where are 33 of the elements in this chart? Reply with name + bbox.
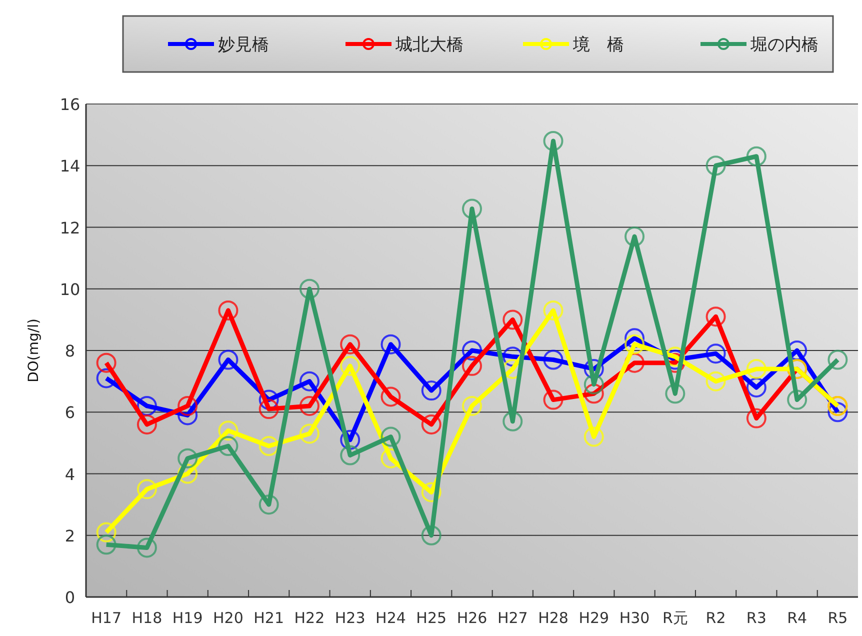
x-tick-label: R元 <box>662 609 688 627</box>
y-tick-label: 16 <box>60 95 80 114</box>
x-tick-label: H20 <box>213 609 244 627</box>
y-tick-label: 14 <box>60 156 80 176</box>
y-tick-label: 2 <box>64 526 76 546</box>
x-tick-label: H27 <box>497 609 528 627</box>
x-tick-label: H24 <box>376 609 406 627</box>
y-tick-label: 6 <box>64 403 76 422</box>
x-tick-label: H18 <box>132 609 162 627</box>
x-tick-label: H30 <box>619 609 650 627</box>
y-tick-label: 4 <box>64 464 76 484</box>
legend-label: 境 橋 <box>572 35 624 55</box>
x-tick-label: H29 <box>578 609 610 627</box>
x-tick-label: H28 <box>538 609 568 627</box>
x-tick-label: H23 <box>334 609 366 627</box>
legend-label: 堀の内橋 <box>750 35 818 55</box>
x-tick-label: H26 <box>456 609 488 627</box>
y-tick-label: 12 <box>60 218 80 238</box>
y-tick-label: 0 <box>64 588 76 607</box>
y-tick-label: 10 <box>60 280 80 299</box>
x-tick-label: H19 <box>172 609 203 627</box>
x-tick-label: R2 <box>706 609 726 627</box>
x-tick-label: H25 <box>416 609 447 627</box>
legend-label: 城北大橋 <box>394 35 464 55</box>
y-axis-title: DO(mg/l) <box>26 318 42 382</box>
x-tick-label: R4 <box>787 609 808 627</box>
legend-label: 妙見橋 <box>218 35 269 55</box>
x-tick-label: H17 <box>91 609 122 627</box>
x-tick-label: R3 <box>746 609 766 627</box>
x-tick-label: R5 <box>828 609 848 627</box>
x-tick-label: H21 <box>254 609 284 627</box>
x-tick-label: H22 <box>294 609 325 627</box>
y-tick-label: 8 <box>64 342 76 360</box>
